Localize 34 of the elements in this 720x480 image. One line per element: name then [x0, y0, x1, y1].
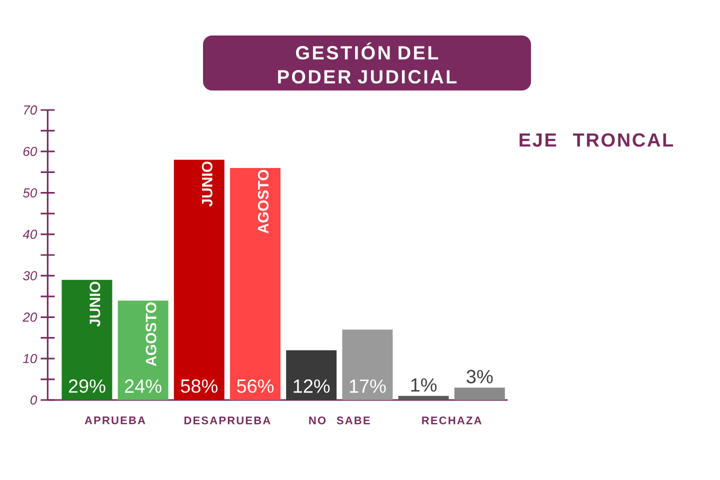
bar [286, 350, 337, 400]
chart-title: GESTIÓN DEL PODER JUDICIAL [278, 42, 457, 84]
data-label: 24% [124, 379, 162, 393]
y-tick-label: 60 [23, 146, 38, 156]
y-tick-label: 20 [22, 312, 38, 322]
y-tick-label: 0 [30, 395, 38, 405]
bar [342, 330, 393, 400]
y-tick-label: 10 [23, 354, 38, 364]
bar [454, 388, 505, 400]
text: AGOSTO [146, 302, 156, 366]
data-label: 1% [411, 378, 437, 392]
bar [62, 280, 112, 400]
x-tick-label: APRUEBA [84, 416, 146, 424]
y-tick-label: 30 [22, 271, 38, 280]
bar [174, 160, 224, 400]
series-label: AGOSTO [258, 170, 269, 234]
y-tick-label: 40 [22, 230, 38, 239]
x-tick-label: NO SABE [309, 416, 370, 424]
x-tick-label: RECHAZA [422, 416, 482, 424]
y-tick-label: 50 [22, 188, 38, 198]
data-label: 12% [294, 379, 330, 393]
text: JUNIO [202, 162, 212, 207]
bar [398, 396, 449, 400]
series-label: JUNIO [90, 282, 100, 327]
text: EJE TRONCAL [520, 133, 674, 147]
x-tick-label: DESAPRUEBA [184, 416, 270, 424]
y-tick-label: 70 [24, 105, 38, 115]
data-label: 58% [180, 379, 218, 393]
bar [118, 300, 168, 400]
bar [230, 168, 280, 400]
data-label: 3% [466, 370, 493, 384]
data-label: 17% [350, 380, 386, 393]
data-label: 56% [236, 379, 274, 393]
data-label: 29% [68, 379, 106, 393]
